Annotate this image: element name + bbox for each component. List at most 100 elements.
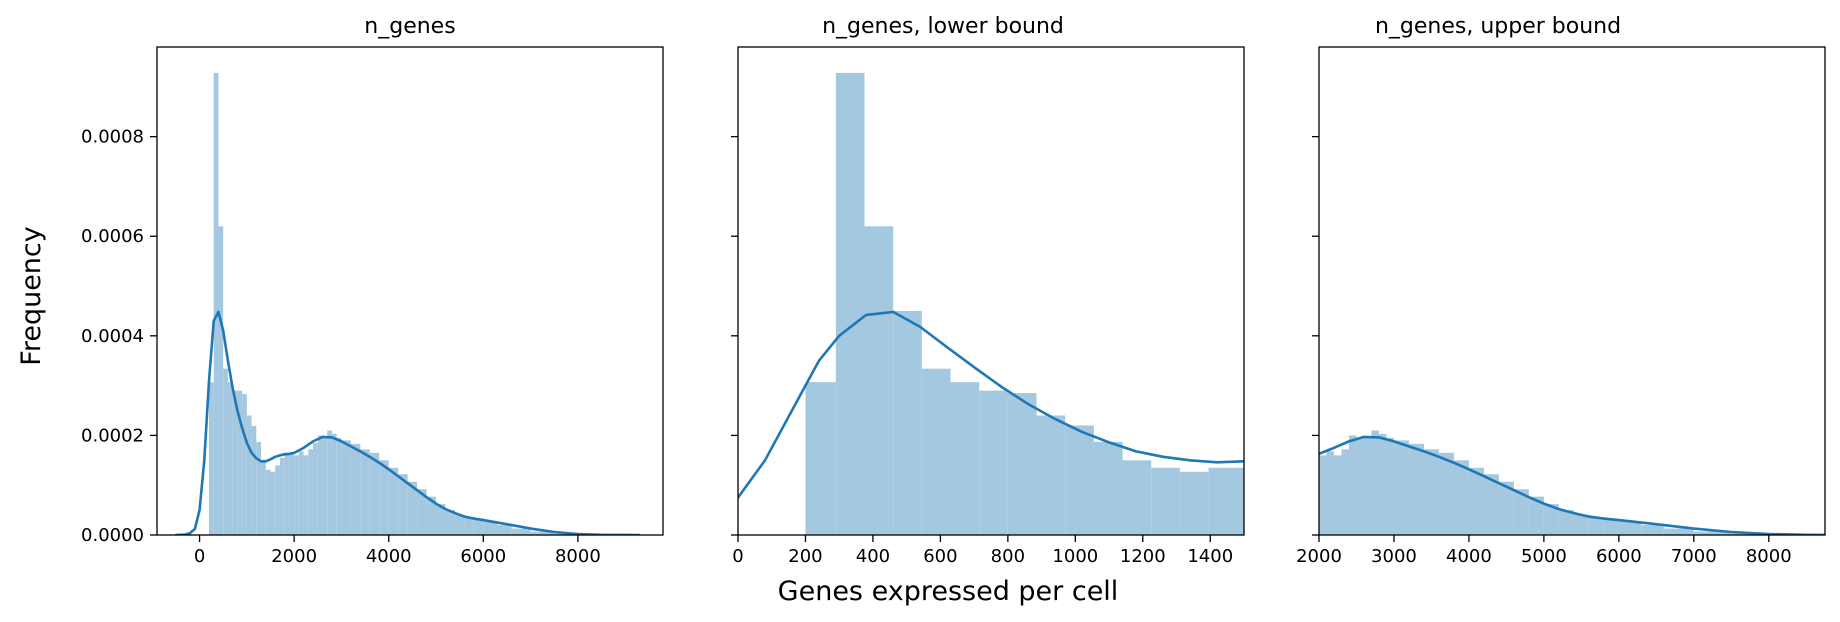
histogram-bar [379, 460, 389, 535]
histogram-bar [1618, 521, 1642, 535]
histogram-bar [436, 504, 446, 535]
histogram-bar [265, 469, 271, 535]
histogram-bar [298, 451, 304, 535]
histogram-bar [336, 437, 342, 535]
histogram-bar [1179, 471, 1209, 535]
histogram-bar [1513, 489, 1529, 535]
histogram-bar [1603, 519, 1619, 535]
x-tick-label: 4000 [366, 546, 412, 567]
histogram-bar [209, 382, 214, 535]
histogram-bar [1558, 510, 1574, 535]
x-tick-label: 6000 [1596, 546, 1642, 567]
histogram-bar [950, 382, 980, 535]
histogram-bar [322, 436, 328, 535]
panel-n-genes-upper-bound: n_genes, upper bound 2000 3000 4000 5000 600… [1296, 14, 1826, 567]
histogram-bar [317, 435, 323, 535]
histogram-bar [223, 368, 228, 535]
x-tick-label: 1400 [1187, 546, 1233, 567]
histogram-bar [1528, 496, 1544, 535]
panel-title: n_genes, lower bound [822, 14, 1064, 39]
panel-title: n_genes, upper bound [1375, 14, 1621, 39]
histogram-bar [331, 433, 337, 535]
x-tick-label: 0 [732, 546, 743, 567]
histogram-bar [979, 390, 1008, 535]
histogram-bar [1693, 531, 1732, 535]
x-tick-label: 200 [788, 546, 822, 567]
histogram-bar [369, 452, 380, 535]
y-tick-label: 0.0006 [81, 226, 144, 247]
histogram-bar [1483, 474, 1499, 535]
y-axis-label: Frequency [16, 226, 47, 366]
histogram-bar [1363, 436, 1372, 535]
x-tick-label: 6000 [460, 546, 506, 567]
histogram-bar [483, 521, 498, 535]
histogram-bar [530, 531, 555, 535]
histogram-bar [313, 442, 318, 535]
histogram-bar [1453, 460, 1469, 535]
histogram-bar [275, 465, 280, 535]
histogram-bar [294, 455, 299, 535]
histogram-bar [1151, 467, 1180, 535]
histogram-bar [279, 457, 285, 535]
histogram-bar [1438, 452, 1454, 535]
histogram-bar [237, 390, 243, 535]
histogram-bar [1333, 455, 1342, 535]
panel-n-genes: n_genes 0 2000 4000 6000 8000 0.0000 0.0002 0.0… [81, 14, 664, 567]
histogram-bar [407, 481, 418, 535]
x-tick-label: 8000 [555, 546, 601, 567]
histogram-bar [473, 519, 484, 535]
x-tick-label: 0 [194, 546, 205, 567]
histogram-bar [511, 528, 531, 535]
histogram-bar [1122, 460, 1152, 535]
x-tick-label: 2000 [271, 546, 317, 567]
histogram-bar [246, 415, 252, 535]
plot-area [1319, 430, 1825, 535]
y-tick-label: 0.0008 [81, 127, 144, 148]
x-tick-label: 5000 [1521, 546, 1567, 567]
x-tick-label: 1200 [1120, 546, 1166, 567]
histogram-bar [497, 525, 512, 535]
histogram-bar [1036, 415, 1066, 535]
histogram-bar [1371, 430, 1379, 535]
histogram-bar [1641, 525, 1664, 535]
histogram-bar [864, 226, 894, 535]
histogram-bar [1341, 449, 1349, 535]
x-tick-label: 4000 [1446, 546, 1492, 567]
histogram-bar [1423, 449, 1439, 535]
histogram-bar [227, 382, 233, 535]
histogram-bar [251, 425, 257, 535]
panel-n-genes-lower-bound: n_genes, lower bound 0 200 400 600 800 1000 12… [731, 14, 1245, 567]
histogram-bar [1065, 425, 1094, 535]
histogram-bar [1468, 467, 1484, 535]
histogram-bar [445, 510, 455, 535]
histogram-bar [1348, 435, 1357, 535]
histogram-bar [417, 489, 427, 535]
kde-line [1319, 435, 1825, 535]
histogram-bar [1588, 517, 1604, 535]
y-tick-label: 0.0002 [81, 425, 144, 446]
y-tick-label: 0.0000 [81, 525, 144, 546]
histogram-bar [1573, 514, 1589, 535]
histogram-bar [1663, 528, 1694, 535]
histogram-bar [232, 390, 238, 535]
y-tick-label: 0.0004 [81, 326, 144, 347]
histogram-bar [1093, 441, 1123, 535]
histogram-bar [426, 496, 437, 535]
axes-frame [156, 46, 664, 536]
histogram-bar [398, 474, 408, 535]
histogram-bar [242, 394, 247, 535]
histogram-bar [360, 449, 370, 535]
histogram-bar [1356, 437, 1364, 535]
histogram-bar [270, 471, 276, 535]
panel-title: n_genes [364, 14, 455, 39]
histogram-bar [388, 467, 399, 535]
histogram-bar [1007, 393, 1037, 535]
histogram-bar [350, 443, 361, 535]
histogram-bar [289, 452, 295, 535]
histogram-bar [1408, 443, 1424, 535]
histogram-bar [256, 441, 262, 535]
histogram-bar [835, 72, 865, 535]
histogram-bar [341, 440, 351, 535]
histogram-bar [218, 226, 224, 535]
